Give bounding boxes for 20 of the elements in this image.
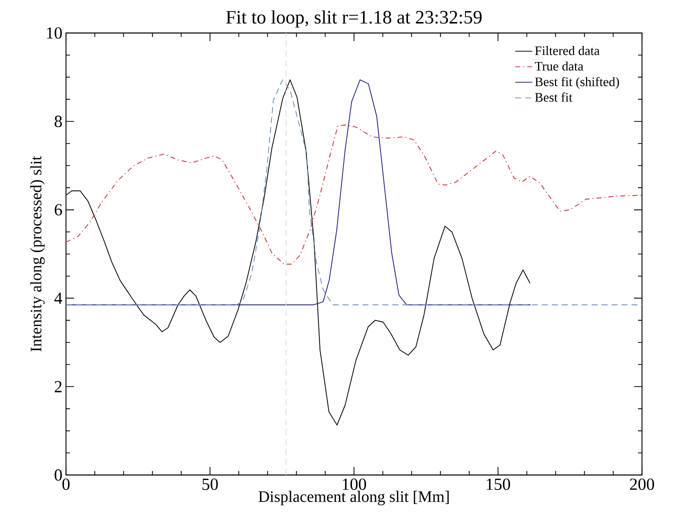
- legend-label: True data: [534, 61, 584, 71]
- y-tick-label: 8: [54, 116, 62, 128]
- y-tick-label: 10: [47, 27, 62, 39]
- y-tick-label: 6: [54, 204, 62, 216]
- chart-title: Fit to loop, slit r=1.18 at 23:32:59: [226, 10, 482, 28]
- y-axis-title: Intensity along (processed) slit: [30, 156, 45, 352]
- legend-label: Best fit (shifted): [535, 76, 619, 89]
- x-tick-label: 100: [342, 478, 366, 490]
- y-tick-label: 2: [54, 380, 62, 392]
- legend-label: Filtered data: [535, 46, 600, 56]
- x-tick-label: 0: [62, 478, 70, 490]
- line-series: [66, 124, 642, 265]
- x-axis-title: Displacement along slit [Mm]: [258, 490, 449, 506]
- line-series: [66, 79, 642, 306]
- legend-label: Best fit: [535, 92, 572, 102]
- x-tick-label: 200: [630, 478, 654, 490]
- x-tick-label: 50: [202, 478, 218, 490]
- y-tick-label: 4: [54, 292, 62, 304]
- y-tick-label: 0: [54, 469, 62, 481]
- x-tick-label: 150: [486, 478, 510, 490]
